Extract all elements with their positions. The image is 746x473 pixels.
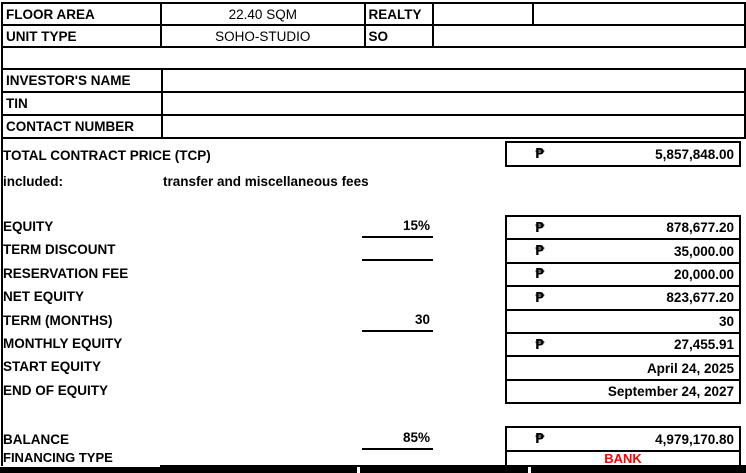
term-discount-label: TERM DISCOUNT xyxy=(3,242,116,257)
floor-area-value-cell[interactable]: 22.40 SQM xyxy=(160,2,366,26)
monthly-equity-amount-cell[interactable]: ₱ 27,455.91 xyxy=(507,334,739,358)
peso-sign: ₱ xyxy=(535,266,545,283)
so-label: SO xyxy=(363,24,435,48)
tin-label: TIN xyxy=(1,91,163,116)
table-row: UNIT TYPE SOHO-STUDIO SO xyxy=(0,24,746,48)
included-label: included: xyxy=(3,174,63,189)
unit-info-table: FLOOR AREA 22.40 SQM REALTY UNIT TYPE SO… xyxy=(0,2,746,48)
end-of-equity-label: END OF EQUITY xyxy=(3,383,109,398)
contact-number-input-cell[interactable] xyxy=(160,114,746,139)
floor-area-label: FLOOR AREA xyxy=(0,2,163,26)
equity-label: EQUITY xyxy=(3,219,54,234)
term-months-value-cell[interactable]: 30 xyxy=(362,310,433,332)
start-equity-date-cell[interactable]: April 24, 2025 xyxy=(507,357,739,381)
financing-type-value-cell[interactable]: BANK xyxy=(505,451,741,466)
tcp-amount-cell[interactable]: ₱ 5,857,848.00 xyxy=(505,141,741,167)
reservation-fee-amount-cell[interactable]: ₱ 20,000.00 xyxy=(507,264,739,288)
net-equity-label: NET EQUITY xyxy=(3,289,85,304)
peso-sign: ₱ xyxy=(535,289,545,306)
unit-type-value-cell[interactable]: SOHO-STUDIO xyxy=(160,24,366,48)
peso-sign: ₱ xyxy=(535,219,545,236)
amount-column: ₱ 878,677.20 ₱ 35,000.00 ₱ 20,000.00 ₱ 8… xyxy=(505,215,741,405)
tcp-label: TOTAL CONTRACT PRICE (TCP) xyxy=(3,148,211,163)
term-discount-amount: 35,000.00 xyxy=(673,243,734,259)
monthly-equity-label: MONTHLY EQUITY xyxy=(3,336,123,351)
investor-name-label: INVESTOR'S NAME xyxy=(1,68,163,93)
contact-number-label: CONTACT NUMBER xyxy=(1,114,163,139)
term-months-amount: 30 xyxy=(718,313,734,329)
reservation-fee-label: RESERVATION FEE xyxy=(3,266,129,281)
table-row: INVESTOR'S NAME xyxy=(1,68,746,93)
realty-extra-cell[interactable] xyxy=(532,2,746,26)
balance-percent-cell[interactable]: 85% xyxy=(362,428,433,450)
realty-value-cell[interactable] xyxy=(432,2,535,26)
monthly-equity-amount: 27,455.91 xyxy=(673,337,734,353)
column-gap-notch xyxy=(357,467,360,473)
table-row: CONTACT NUMBER xyxy=(1,114,746,139)
column-gap-notch xyxy=(528,467,531,473)
investor-name-input-cell[interactable] xyxy=(160,68,746,93)
tcp-amount: 5,857,848.00 xyxy=(655,146,734,162)
bottom-thick-border xyxy=(0,467,746,473)
peso-sign: ₱ xyxy=(535,146,545,162)
balance-amount: 4,979,170.80 xyxy=(655,431,734,447)
peso-sign: ₱ xyxy=(535,431,545,447)
equity-amount: 878,677.20 xyxy=(666,220,734,236)
peso-sign: ₱ xyxy=(535,336,545,353)
term-months-amount-cell[interactable]: 30 xyxy=(507,311,739,334)
balance-amount-cell[interactable]: ₱ 4,979,170.80 xyxy=(505,426,741,452)
tin-input-cell[interactable] xyxy=(160,91,746,116)
reservation-fee-amount: 20,000.00 xyxy=(673,266,734,282)
end-of-equity-date-cell[interactable]: September 24, 2027 xyxy=(507,381,739,405)
table-row: TIN xyxy=(1,91,746,116)
term-discount-amount-cell[interactable]: ₱ 35,000.00 xyxy=(507,240,739,264)
bottom-gridline xyxy=(160,465,746,467)
table-row: FLOOR AREA 22.40 SQM REALTY xyxy=(0,2,746,26)
realty-label: REALTY xyxy=(363,2,435,26)
net-equity-amount: 823,677.20 xyxy=(666,290,734,306)
financing-type-label: FINANCING TYPE xyxy=(3,450,113,465)
net-equity-amount-cell[interactable]: ₱ 823,677.20 xyxy=(507,287,739,311)
equity-amount-cell[interactable]: ₱ 878,677.20 xyxy=(507,217,739,241)
peso-sign: ₱ xyxy=(535,243,545,260)
included-note: transfer and miscellaneous fees xyxy=(163,174,369,189)
term-discount-percent-cell[interactable] xyxy=(362,239,433,261)
investor-info-table: INVESTOR'S NAME TIN CONTACT NUMBER xyxy=(1,68,746,139)
start-equity-label: START EQUITY xyxy=(3,359,102,374)
unit-type-label: UNIT TYPE xyxy=(0,24,163,48)
so-value-cell[interactable] xyxy=(432,24,746,48)
end-of-equity-date: September 24, 2027 xyxy=(607,383,734,399)
start-equity-date: April 24, 2025 xyxy=(646,360,734,376)
term-months-label: TERM (MONTHS) xyxy=(3,313,113,328)
sheet-left-border xyxy=(1,2,3,466)
balance-label: BALANCE xyxy=(3,432,69,447)
equity-percent-cell[interactable]: 15% xyxy=(362,216,433,238)
